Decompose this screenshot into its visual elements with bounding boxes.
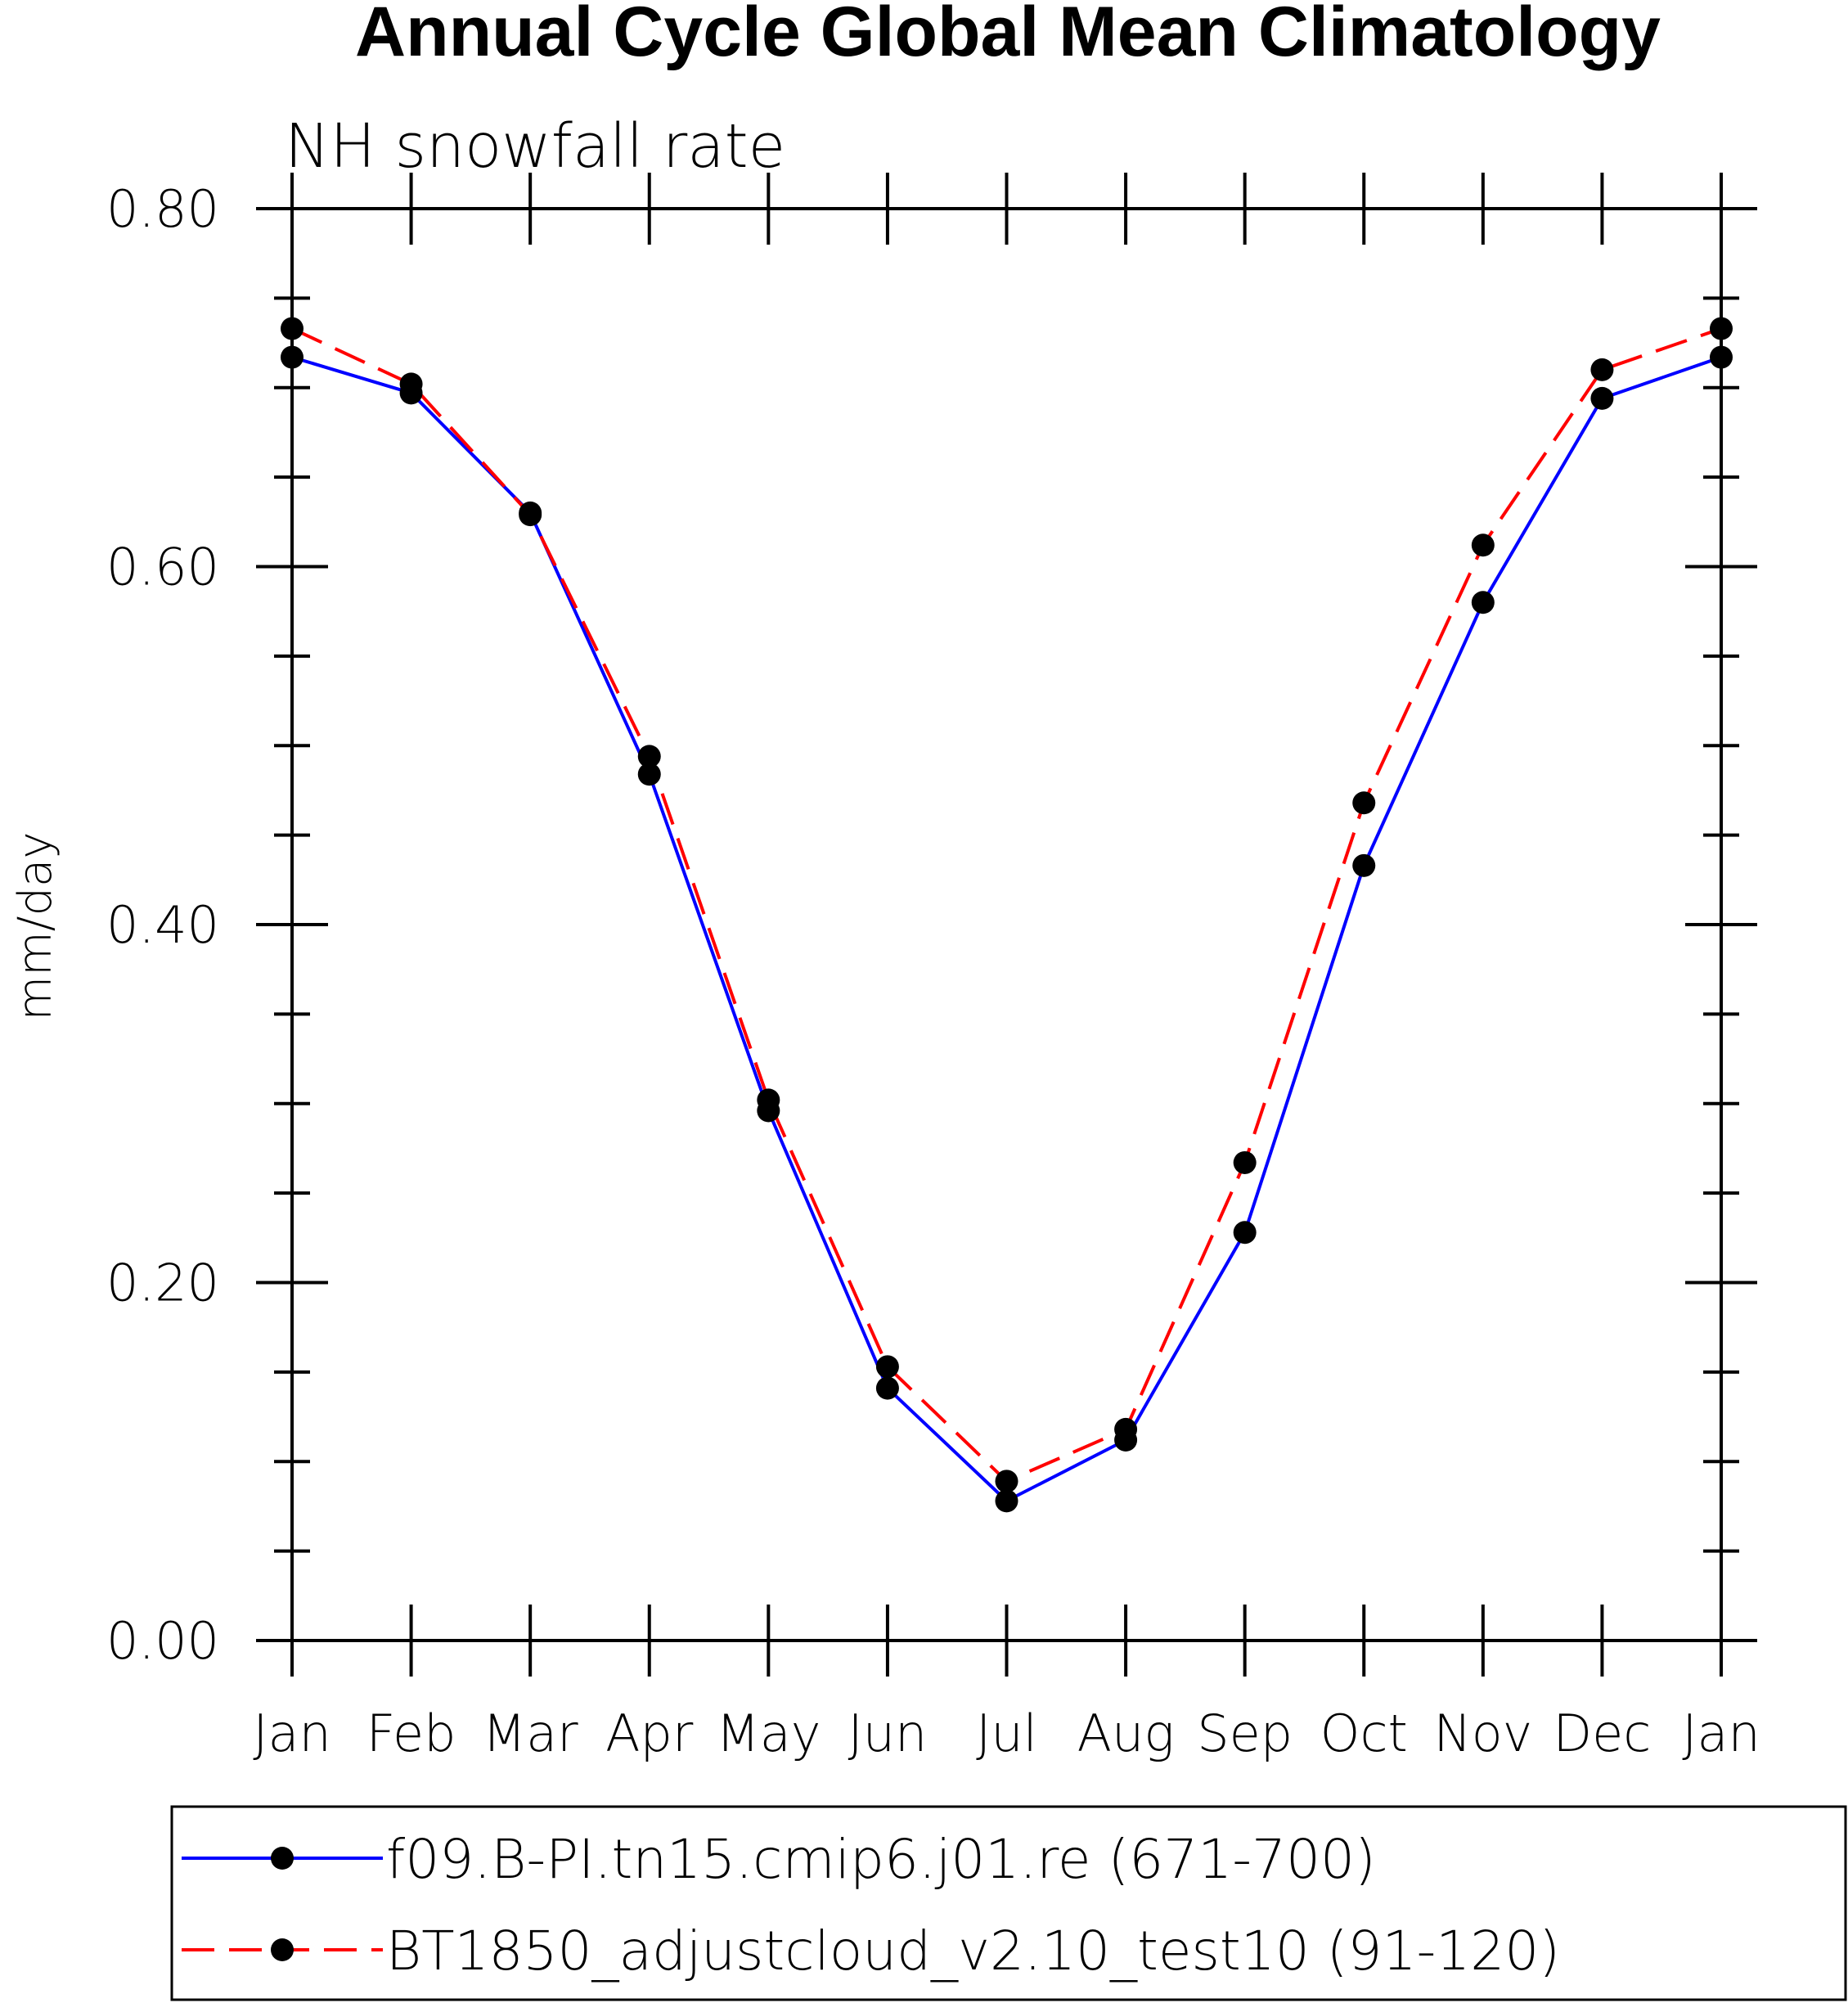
legend-marker-2 [271,1938,294,1961]
series-2-point [1352,791,1376,815]
y-tick-label: 0.80 [106,179,219,239]
series-2-point [1114,1417,1138,1441]
series-1-point [995,1489,1018,1513]
x-tick-label: Jan [1682,1704,1760,1763]
series-1-point [281,345,304,369]
y-tick-label: 0.00 [106,1611,219,1671]
x-tick-label: Mar [483,1704,578,1763]
series-2-point [399,372,423,396]
series-layer [281,317,1733,1513]
legend-label-2: BT1850_adjustcloud_v2.10_test10 (91-120) [386,1920,1560,1983]
series-1-point [1233,1221,1257,1245]
y-tick-label: 0.20 [106,1254,219,1313]
plot-frame [290,207,1723,1642]
y-axis-label: mm/day [9,832,62,1021]
series-1-point [1471,591,1495,614]
legend-label-1: f09.B-PI.tn15.cmip6.j01.re (671-700) [386,1828,1376,1891]
series-2-point [281,317,304,340]
series-line-2 [291,326,1722,1483]
x-tick-label: May [716,1704,821,1763]
axes: Jan Feb Mar Apr May Jun Jul Aug Sep Oct Nov Dec Jan 0… [106,173,1760,1763]
series-line-1 [291,355,1722,1503]
series-1-point [1710,345,1733,369]
x-tick-label: Jan [253,1704,331,1763]
x-tick-label: Apr [605,1704,694,1763]
series-1-point [875,1376,899,1400]
series-2-point [519,503,542,527]
legend-box [170,1805,1847,2001]
legend-marker-1 [271,1847,294,1870]
x-tick-label: Sep [1197,1704,1293,1763]
series-2-point [757,1088,780,1112]
series-2-point [1590,358,1614,381]
x-tick-label: Aug [1077,1704,1175,1763]
series-2-point [995,1470,1018,1493]
series-2-point [1710,317,1733,340]
x-tick-label: Nov [1433,1704,1532,1763]
chart-title: Annual Cycle Global Mean Climatology [355,0,1661,71]
series-2-point [875,1355,899,1379]
series-1-point [637,763,661,786]
y-tick-label: 0.60 [106,538,219,597]
series-2-point [1471,533,1495,557]
series-1-point [1352,853,1376,877]
x-tick-label: Feb [366,1704,456,1763]
y-tick-label: 0.40 [106,895,219,955]
series-1-point [1590,386,1614,410]
x-tick-label: Oct [1320,1704,1408,1763]
series-2-point [637,745,661,768]
series-2-point [1233,1150,1257,1174]
chart-subtitle: NH snowfall rate [285,111,785,182]
legend: f09.B-PI.tn15.cmip6.j01.re (671-700) BT18… [182,1828,1560,1983]
x-tick-label: Dec [1553,1704,1651,1763]
x-tick-label: Jul [976,1704,1037,1763]
x-tick-label: Jun [848,1704,927,1763]
